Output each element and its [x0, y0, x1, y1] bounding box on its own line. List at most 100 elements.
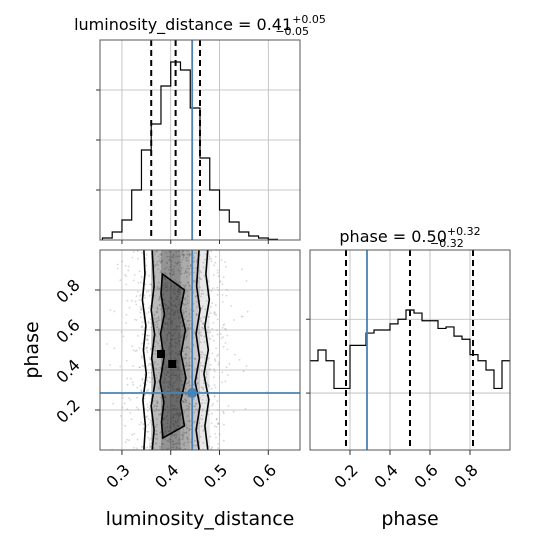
sample-point	[200, 353, 203, 356]
sample-point	[148, 393, 151, 396]
sample-point	[154, 442, 157, 445]
sample-point	[170, 344, 173, 347]
sample-point	[159, 348, 162, 351]
sample-point	[178, 376, 181, 379]
sample-point	[174, 420, 177, 423]
sample-point	[141, 379, 144, 381]
contour-inner	[159, 272, 187, 440]
sample-point	[186, 290, 188, 293]
sample-point	[168, 307, 170, 310]
sample-point	[184, 353, 187, 355]
sample-point	[222, 410, 225, 413]
sample-point	[158, 288, 161, 290]
sample-point	[188, 364, 191, 367]
sample-point	[156, 311, 159, 314]
sample-point	[173, 357, 176, 360]
sample-point	[142, 423, 145, 426]
sample-point	[140, 276, 143, 279]
sample-point	[184, 357, 187, 360]
sample-point	[170, 304, 173, 307]
sample-point	[189, 348, 191, 350]
sample-point	[160, 304, 163, 307]
sample-point	[121, 406, 124, 409]
sample-point	[177, 303, 180, 306]
sample-point	[153, 363, 156, 366]
sample-point	[217, 447, 220, 449]
sample-point	[145, 264, 148, 267]
sample-point	[185, 331, 188, 334]
sample-point	[193, 332, 195, 335]
sample-point	[181, 325, 184, 327]
sample-point	[214, 255, 217, 258]
sample-point	[184, 292, 187, 294]
sample-point	[148, 335, 151, 337]
sample-point	[165, 266, 168, 269]
sample-point	[173, 272, 175, 275]
sample-point	[216, 355, 218, 357]
sample-point	[158, 304, 161, 306]
sample-point	[170, 338, 173, 341]
sample-point	[122, 393, 124, 396]
sample-point	[202, 261, 205, 264]
sample-point	[206, 331, 209, 334]
sample-point	[149, 442, 151, 444]
sample-point	[137, 335, 139, 337]
sample-point	[179, 293, 182, 296]
sample-point	[169, 250, 171, 253]
sample-point	[130, 418, 133, 421]
sample-point	[132, 279, 135, 282]
sample-point	[188, 368, 191, 370]
sample-point	[193, 411, 196, 414]
sample-point	[174, 421, 177, 424]
sample-point	[187, 396, 190, 398]
phase-title: phase = 0.50+0.32 −0.32	[339, 225, 480, 250]
sample-point	[189, 288, 192, 291]
sample-point	[158, 259, 161, 262]
sample-point	[161, 259, 164, 262]
sample-point	[156, 307, 159, 309]
right-panel-ticks: 0.2 0.4 0.6 0.8	[306, 318, 482, 492]
sample-point	[163, 327, 165, 329]
sample-point	[184, 270, 187, 273]
sample-point	[133, 432, 136, 435]
sample-point	[165, 314, 168, 317]
sample-point	[211, 335, 214, 337]
sample-point	[185, 365, 188, 367]
sample-point	[156, 286, 159, 289]
sample-point	[185, 347, 188, 349]
sample-point	[208, 255, 211, 258]
sample-point	[165, 316, 167, 318]
sample-point	[166, 419, 169, 421]
sample-point	[127, 265, 130, 268]
sample-point	[173, 405, 176, 407]
sample-point	[145, 347, 148, 350]
sample-point	[128, 439, 131, 442]
sample-point	[193, 256, 196, 259]
sample-point	[169, 302, 172, 305]
sample-point	[200, 414, 203, 417]
sample-point	[216, 272, 219, 274]
sample-point	[184, 338, 187, 341]
sample-point	[174, 304, 177, 306]
sample-point	[167, 317, 169, 320]
sample-point	[164, 307, 167, 310]
sample-point	[155, 340, 158, 343]
sample-point	[140, 421, 143, 424]
sample-point	[228, 362, 231, 365]
sample-point	[138, 423, 141, 426]
sample-point	[147, 364, 150, 367]
sample-point	[234, 353, 236, 356]
sample-point	[178, 255, 181, 258]
sample-point	[223, 412, 225, 415]
sample-point	[141, 333, 144, 336]
joint-y-tick-label-1: 0.4	[52, 355, 83, 386]
sample-point	[180, 378, 182, 381]
sample-point	[174, 310, 177, 313]
sample-point	[172, 334, 175, 337]
sample-point	[213, 368, 216, 371]
phase-reference-lines	[345, 250, 474, 450]
sample-point	[146, 415, 149, 418]
sample-point	[213, 339, 215, 342]
sample-point	[217, 443, 219, 445]
sample-point	[120, 331, 123, 333]
